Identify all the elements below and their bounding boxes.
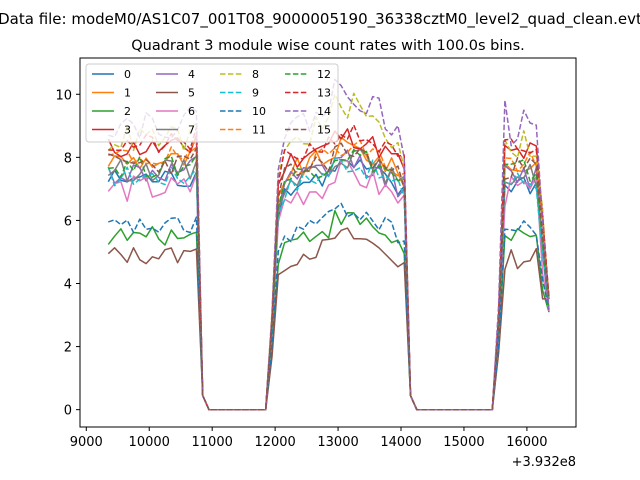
series-line-11 [108,138,550,411]
legend-label-2: 2 [124,105,131,118]
x-tick-label: 12000 [254,435,295,450]
y-axis-ticks: 0 2 4 6 8 10 [55,88,80,419]
legend-label-12: 12 [317,68,331,81]
legend-label-9: 9 [252,87,259,100]
x-tick-label: 13000 [317,435,358,450]
suptitle: Data file: modeM0/AS1C07_001T08_90000051… [0,10,640,29]
legend-label-8: 8 [252,68,259,81]
legend-label-10: 10 [252,105,266,118]
x-tick-label: 14000 [380,435,421,450]
x-tick-label: 16000 [506,435,547,450]
chart-title: Quadrant 3 module wise count rates with … [131,38,525,54]
series-line-9 [107,157,550,411]
y-tick-label: 8 [64,151,72,166]
y-tick-label: 0 [64,404,72,419]
x-tick-label: 11000 [192,435,233,450]
y-tick-label: 2 [64,341,72,356]
y-tick-label: 10 [55,88,72,103]
x-axis-ticks: 9000 10000 11000 12000 13000 14000 15000 16000 [70,427,548,450]
legend-label-7: 7 [188,124,195,137]
legend-label-4: 4 [188,68,195,81]
legend-label-14: 14 [317,105,331,118]
legend-label-0: 0 [124,68,131,81]
axes-frame [79,57,577,428]
legend-label-1: 1 [124,87,131,100]
y-tick-label: 6 [64,214,72,229]
legend-label-5: 5 [188,87,195,100]
legend-label-6: 6 [188,105,195,118]
x-tick-label: 9000 [70,435,103,450]
y-tick-label: 4 [64,278,72,293]
legend-frame [85,63,339,143]
legend-label-13: 13 [317,87,331,100]
x-tick-label: 10000 [129,435,170,450]
x-offset-label: +3.932e8 [512,455,576,470]
legend-label-11: 11 [252,124,266,137]
x-tick-label: 15000 [443,435,484,450]
legend-label-3: 3 [124,124,131,137]
series-line-15 [108,142,550,411]
legend-label-15: 15 [317,124,331,137]
